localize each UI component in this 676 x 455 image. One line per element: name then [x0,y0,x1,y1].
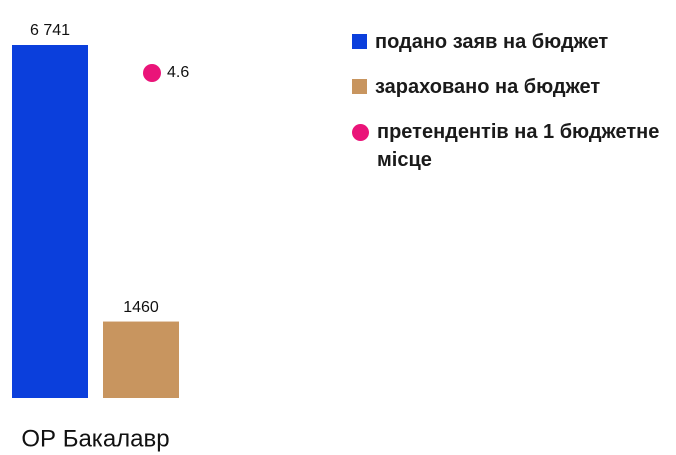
legend-swatch [352,79,367,94]
legend-label: зараховано на бюджет [375,76,601,98]
legend-item: подано заяв на бюджет [352,28,670,56]
point [143,64,161,82]
data-label: 1460 [123,299,159,316]
legend-label: подано заяв на бюджет [375,31,609,53]
bar [103,321,179,398]
legend: подано заяв на бюджет зараховано на бюдже… [352,28,670,191]
bar [12,45,88,398]
legend-item: претендентів на 1 бюджетне місце [352,118,670,174]
legend-label: претендентів на 1 бюджетне місце [377,121,660,171]
x-tick-label: ОР Бакалавр [21,425,169,452]
data-label: 6 741 [30,22,70,39]
legend-swatch [352,124,369,141]
legend-swatch [352,34,367,49]
legend-item: зараховано на бюджет [352,73,670,101]
data-label: 4.6 [167,64,189,81]
